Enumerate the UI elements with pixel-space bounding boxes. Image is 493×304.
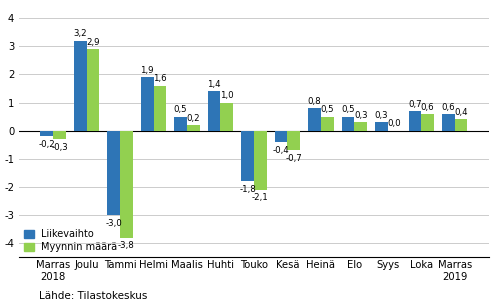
Bar — [187, 125, 200, 131]
Bar — [174, 117, 187, 131]
Text: 0,8: 0,8 — [308, 97, 321, 106]
Text: 0,6: 0,6 — [442, 102, 455, 112]
Text: 1,6: 1,6 — [153, 74, 167, 84]
Bar — [241, 131, 254, 181]
Bar — [321, 117, 334, 131]
Bar — [153, 86, 166, 131]
Bar — [455, 119, 467, 131]
Text: -0,4: -0,4 — [273, 146, 289, 155]
Text: 0,3: 0,3 — [354, 111, 367, 120]
Text: -0,7: -0,7 — [285, 154, 302, 163]
Text: -1,8: -1,8 — [239, 185, 256, 194]
Text: 0,2: 0,2 — [186, 114, 200, 123]
Text: 1,9: 1,9 — [141, 66, 154, 75]
Text: 0,5: 0,5 — [174, 105, 187, 114]
Text: 0,5: 0,5 — [320, 105, 334, 114]
Text: 0,6: 0,6 — [421, 102, 434, 112]
Bar — [308, 108, 321, 131]
Bar — [287, 131, 300, 150]
Text: 2,9: 2,9 — [86, 38, 100, 47]
Text: Lähde: Tilastokeskus: Lähde: Tilastokeskus — [39, 291, 148, 301]
Bar — [87, 49, 99, 131]
Text: 1,4: 1,4 — [207, 80, 221, 89]
Bar — [208, 91, 220, 131]
Bar — [254, 131, 267, 190]
Text: -3,8: -3,8 — [118, 241, 135, 250]
Text: 0,4: 0,4 — [455, 108, 468, 117]
Text: 1,0: 1,0 — [220, 91, 234, 100]
Text: -0,2: -0,2 — [38, 140, 55, 149]
Bar — [141, 77, 153, 131]
Bar — [275, 131, 287, 142]
Bar — [120, 131, 133, 237]
Text: 0,3: 0,3 — [375, 111, 388, 120]
Bar — [53, 131, 66, 139]
Legend: Liikevaihto, Myynnin määrä: Liikevaihto, Myynnin määrä — [24, 230, 117, 252]
Bar — [40, 131, 53, 136]
Bar — [74, 41, 87, 131]
Text: 0,5: 0,5 — [341, 105, 355, 114]
Bar — [375, 122, 388, 131]
Text: -3,0: -3,0 — [106, 219, 122, 228]
Text: -2,1: -2,1 — [252, 193, 269, 202]
Text: -0,3: -0,3 — [51, 143, 68, 152]
Text: 0,0: 0,0 — [387, 119, 401, 129]
Bar — [342, 117, 354, 131]
Bar — [354, 122, 367, 131]
Bar — [220, 102, 233, 131]
Bar — [409, 111, 422, 131]
Bar — [422, 114, 434, 131]
Text: 0,7: 0,7 — [408, 100, 422, 109]
Bar — [442, 114, 455, 131]
Bar — [107, 131, 120, 215]
Text: 3,2: 3,2 — [73, 29, 87, 39]
